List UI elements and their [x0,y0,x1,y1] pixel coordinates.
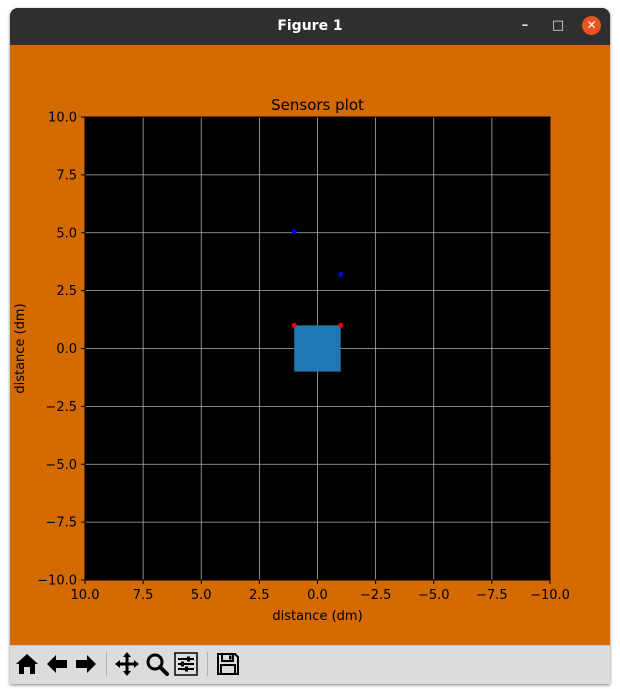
y-tick-label: 2.5 [56,284,77,299]
figure-window: Figure 1 – □ ✕ Sensors plot 10.0 7.5 5.0 2.… [10,8,610,684]
y-tick-label: −10.0 [37,574,77,589]
y-tick-label: −7.5 [45,516,77,531]
arrow-left-icon [47,655,67,673]
configure-subplots-button[interactable] [172,650,200,678]
plot-canvas[interactable]: Sensors plot 10.0 7.5 5.0 2.5 0.0 −2.5 −5.0 −7.… [10,45,610,645]
detection-point [338,271,344,277]
axis-ticks: 10.0 7.5 5.0 2.5 0.0 −2.5 −5.0 −7.5 −10.010.07.5… [37,111,570,604]
toolbar-separator [207,652,208,676]
y-tick-label: 0.0 [56,342,77,357]
forward-button[interactable] [72,650,100,678]
minimize-button[interactable]: – [521,18,529,33]
navigation-toolbar [10,645,610,684]
magnifier-icon [146,653,169,676]
zoom-button[interactable] [143,650,171,678]
chart-marks [291,229,344,372]
x-tick-label: 7.5 [133,588,154,603]
y-tick-label: 5.0 [56,226,77,241]
floppy-disk-icon [217,653,239,675]
window-title: Figure 1 [277,18,343,34]
robot-body-rect [294,325,341,372]
home-icon [16,654,38,674]
y-axis-label: distance (dm) [13,303,28,393]
back-button[interactable] [43,650,71,678]
y-tick-label: 10.0 [48,111,77,126]
x-tick-label: 5.0 [191,588,212,603]
pan-button[interactable] [113,650,141,678]
x-tick-label: −5.0 [418,588,450,603]
x-tick-label: 0.0 [307,588,328,603]
sensor-point [291,322,297,328]
maximize-button[interactable]: □ [551,18,565,33]
y-tick-label: −5.0 [45,458,77,473]
close-button[interactable]: ✕ [582,16,601,35]
y-tick-label: −2.5 [45,400,77,415]
arrow-right-icon [76,655,96,673]
x-axis-label: distance (dm) [272,609,362,624]
move-icon [115,652,139,676]
home-button[interactable] [13,650,41,678]
x-tick-label: −2.5 [360,588,392,603]
detection-point [291,229,297,235]
sliders-icon [174,652,198,676]
sensors-chart[interactable]: Sensors plot 10.0 7.5 5.0 2.5 0.0 −2.5 −5.0 −7.… [10,45,610,645]
x-tick-label: −10.0 [530,588,570,603]
title-bar[interactable]: Figure 1 – □ ✕ [10,8,610,45]
chart-title: Sensors plot [271,96,364,114]
x-tick-label: −7.5 [476,588,508,603]
save-button[interactable] [214,650,242,678]
sensor-point [338,322,344,328]
x-tick-label: 10.0 [71,588,100,603]
toolbar-separator [106,652,107,676]
y-tick-label: 7.5 [56,168,77,183]
x-tick-label: 2.5 [249,588,270,603]
